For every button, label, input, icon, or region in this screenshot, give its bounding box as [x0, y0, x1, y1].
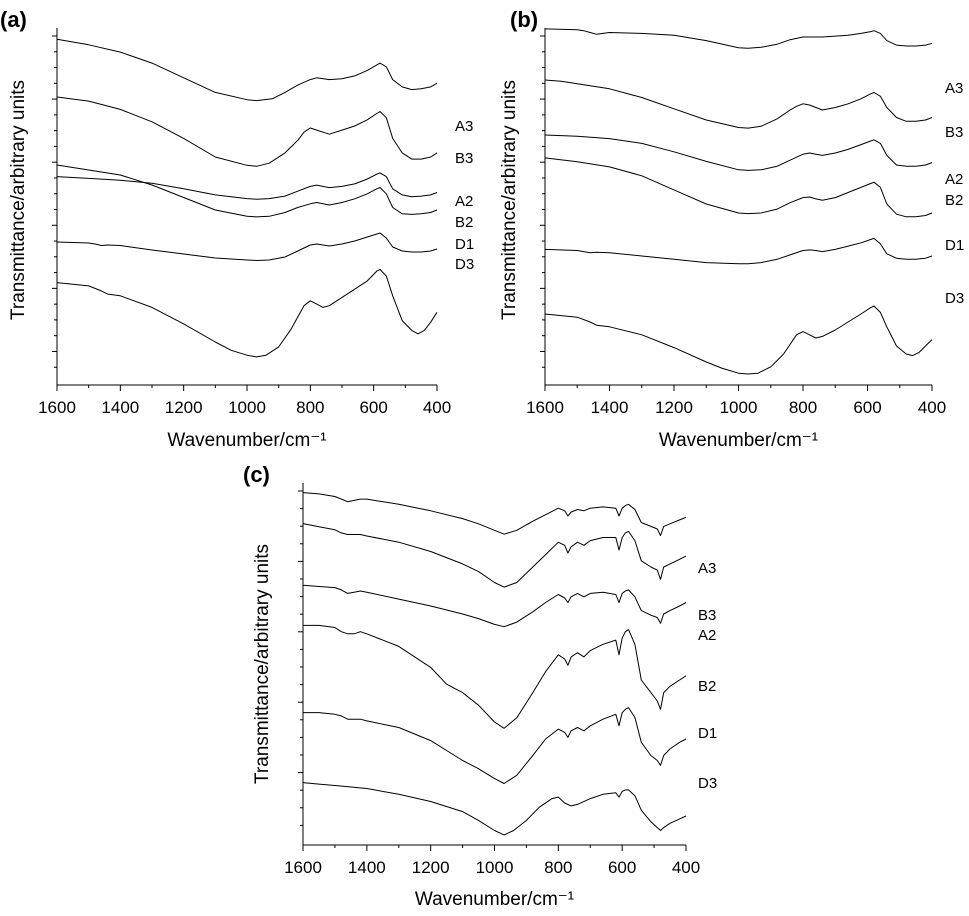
series-label-a2: A2 [455, 193, 473, 210]
x-tick-label: 600 [359, 398, 387, 417]
series-label-b3: B3 [698, 607, 716, 624]
y-axis-title: Transmittance/arbitrary units [252, 544, 273, 784]
series-label-b3: B3 [455, 150, 473, 167]
x-tick-label: 400 [918, 398, 946, 417]
series-line-d1 [56, 232, 438, 261]
series-label-a2: A2 [945, 171, 963, 188]
series-label-a2: A2 [698, 627, 716, 644]
series-label-b3: B3 [945, 124, 963, 141]
x-tick-label: 800 [789, 398, 817, 417]
x-tick-label: 1200 [165, 398, 203, 417]
x-tick-label: 400 [423, 398, 451, 417]
series-line-d3 [302, 782, 687, 836]
series-line-d3 [56, 268, 438, 358]
series-line-a3 [56, 38, 438, 102]
series-label-b2: B2 [698, 678, 716, 695]
series-label-d3: D3 [945, 290, 964, 307]
x-tick-label: 1400 [591, 398, 629, 417]
series-line-b2 [56, 164, 438, 218]
series-label-a3: A3 [455, 118, 473, 135]
x-tick-label: 600 [853, 398, 881, 417]
panel-a: (a) 1600 1400 1200 1000 800 600 400 Wavenumber/c… [0, 7, 474, 451]
x-tick-label: 600 [608, 858, 636, 877]
x-axis-title: Wavenumber/cm⁻¹ [659, 430, 818, 451]
series-label-b2: B2 [945, 192, 963, 209]
series-label-a3: A3 [945, 80, 963, 97]
series-label-b2: B2 [455, 214, 473, 231]
x-tick-label: 1000 [720, 398, 758, 417]
x-tick-label: 400 [672, 858, 700, 877]
series-label-d1: D1 [455, 236, 474, 253]
series-line-a2 [544, 134, 933, 171]
x-tick-label: 1400 [348, 858, 386, 877]
series-line-a2 [302, 584, 687, 628]
x-tick-label: 1600 [284, 858, 322, 877]
series-line-b2 [544, 157, 933, 218]
x-tick-label: 1200 [412, 858, 450, 877]
x-tick-label: 1000 [228, 398, 266, 417]
series-line-b3 [302, 523, 687, 588]
series-line-d1 [303, 707, 687, 784]
series-line-a3 [302, 492, 687, 536]
panel-c: (c) 1600 1400 1200 1000 800 600 400 Wavenumber/c… [243, 462, 717, 910]
series-label-d1: D1 [945, 237, 964, 254]
x-axis-title: Wavenumber/cm⁻¹ [167, 430, 326, 451]
series-line-a3 [544, 28, 933, 49]
y-axis-title: Transmittance/arbitrary units [499, 80, 520, 320]
series-line-d1 [544, 237, 933, 265]
series-label-d1: D1 [698, 725, 717, 742]
x-tick-label: 1400 [101, 398, 139, 417]
series-line-b2 [303, 624, 687, 729]
x-tick-label: 800 [544, 858, 572, 877]
panel-b: (b) 1600 1400 1200 1000 800 600 400 Wavenumber/c… [499, 7, 964, 451]
x-tick-label: 1600 [38, 398, 76, 417]
x-tick-label: 1000 [476, 858, 514, 877]
x-tick-label: 1200 [655, 398, 693, 417]
series-line-b3 [544, 79, 933, 129]
y-axis-title: Transmittance/arbitrary units [8, 80, 29, 320]
series-label-d3: D3 [455, 256, 474, 273]
panel-label: (b) [510, 7, 538, 32]
x-tick-label: 1600 [526, 398, 564, 417]
series-label-d3: D3 [698, 775, 717, 792]
panel-label: (a) [0, 7, 27, 32]
panel-label: (c) [243, 462, 270, 487]
series-label-a3: A3 [698, 560, 716, 577]
series-line-a2 [56, 172, 438, 200]
x-axis-title: Wavenumber/cm⁻¹ [415, 889, 574, 910]
series-line-b3 [56, 96, 438, 167]
x-tick-label: 800 [296, 398, 324, 417]
series-line-d3 [544, 305, 933, 375]
